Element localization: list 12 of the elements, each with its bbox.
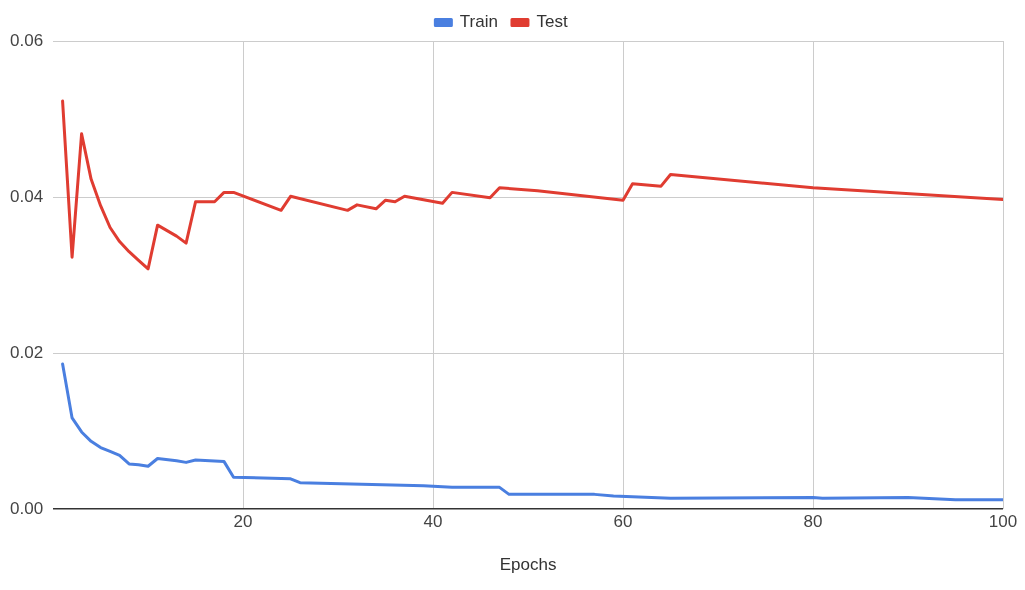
x-tick-label: 80 bbox=[803, 512, 823, 532]
x-axis-title: Epochs bbox=[499, 555, 557, 575]
x-tick-label: 20 bbox=[233, 512, 253, 532]
x-tick-label: 100 bbox=[988, 512, 1018, 532]
x-tick-label: 60 bbox=[613, 512, 633, 532]
legend-label: Train bbox=[459, 12, 498, 32]
x-tick-label: 40 bbox=[423, 512, 443, 532]
legend-label: Test bbox=[536, 12, 568, 32]
y-tick-label: 0.02 bbox=[9, 342, 44, 362]
y-tick-label: 0.06 bbox=[9, 30, 44, 50]
y-tick-label: 0.00 bbox=[9, 498, 44, 518]
y-tick-label: 0.04 bbox=[9, 186, 44, 206]
